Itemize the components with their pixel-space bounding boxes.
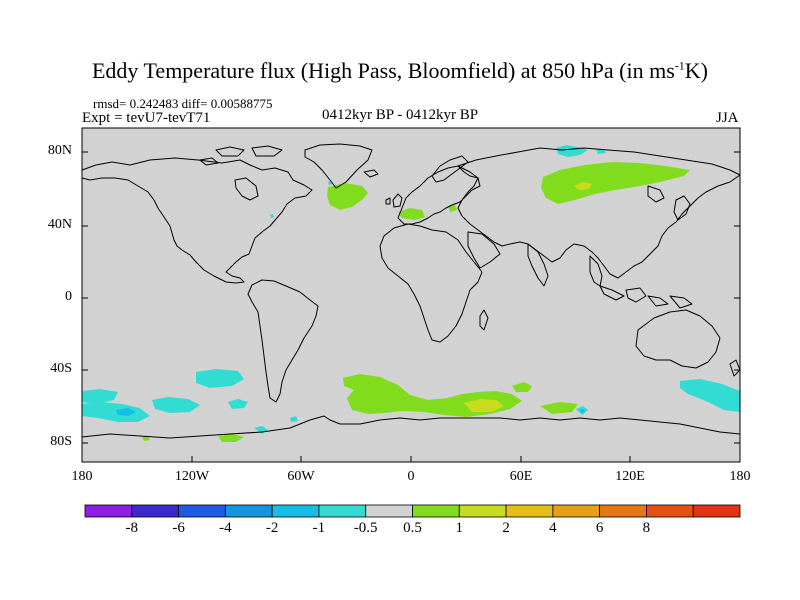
title-tail: K) [684,58,708,83]
colorbar [84,504,741,518]
colorbar-label: 8 [642,520,651,536]
y-tick-label: 40N [47,217,72,232]
x-tick-label: 0 [407,469,415,484]
colorbar-swatch [692,504,741,518]
fill-south-pacific-4 [152,397,200,413]
coast-asia [457,147,741,279]
fill-antarctic-1 [218,434,244,442]
coast-arabia [467,231,501,269]
colorbar-swatch [552,504,601,518]
coast-hudson [234,177,259,201]
colorbar-swatch [646,504,694,518]
chart-title: Eddy Temperature flux (High Pass, Bloomf… [0,58,800,84]
x-tick-label: 180 [71,469,93,484]
fill-south-pacific-3 [116,408,136,416]
colorbar-swatch [84,504,133,518]
season-label: JJA [716,110,739,126]
coast-south-america [247,279,319,403]
title-main: Eddy Temperature flux (High Pass, Bloomf… [91,58,675,83]
fill-south-pacific-1 [82,389,118,404]
colorbar-swatch [131,504,179,518]
coast-north-america [81,157,313,284]
coast-africa [379,223,483,343]
period-label: 0412kyr BP - 0412kyr BP [322,107,479,123]
fill-cyan-speck-2 [270,214,274,218]
coast-madagascar [479,309,489,331]
stats-text: rmsd= 0.242483 diff= 0.00588775 [93,96,273,111]
fill-south-indian-cyan-core [580,409,585,413]
fill-siberia-core [574,182,592,190]
colorbar-label: 1 [455,520,464,536]
colorbar-label: 0.5 [403,520,422,536]
colorbar-swatch [271,504,320,518]
fill-south-pacific-6 [228,399,248,409]
colorbar-label: -0.5 [353,520,378,536]
axis-ticks [82,151,740,462]
x-tick-label: 60E [509,469,533,484]
colorbar-label: -2 [265,520,279,536]
fill-central-europe [448,205,457,212]
colorbar-swatch [412,504,460,518]
coast-greenland [304,143,373,189]
fill-south-indian-core [464,399,504,412]
fill-south-indian-east [512,382,532,392]
x-tick-label: 180 [729,469,751,484]
y-tick-label: 80S [50,434,72,449]
colorbar-swatch [458,504,507,518]
fill-arctic-cyan-2 [596,149,606,154]
coast-sea-east-asia [647,185,665,203]
y-tick-label: 40S [50,361,72,376]
colorbar-swatch [505,504,554,518]
colorbar-label: -4 [219,520,232,536]
x-tick-label: 60W [287,469,315,484]
x-tick-label: 120E [615,469,645,484]
fill-south-pacific-5 [196,369,244,388]
coast-scandinavia [431,155,469,183]
fill-siberia [541,162,690,204]
coast-antarctica [81,415,741,439]
x-tick-label: 120W [174,469,210,484]
fill-europe [398,208,425,220]
fill-australia-south [680,379,740,412]
fill-south-indian-east-2 [540,402,578,414]
fill-antarctic-2 [142,436,150,441]
colorbar-swatch [224,504,273,518]
colorbar-swatch [365,504,413,518]
y-tick-label: 0 [65,289,72,304]
coast-uk [385,193,403,208]
colorbar-label: 4 [549,520,557,536]
colorbar-label: -1 [312,520,326,536]
colorbar-swatch [318,504,367,518]
coast-iceland [363,169,379,178]
fill-south-pacific-8 [290,416,298,422]
coast-india [527,243,549,287]
coast-europe [397,165,481,225]
coast-indonesia [599,285,693,309]
colorbar-label: -6 [172,520,185,536]
colorbar-swatch [178,504,226,518]
coast-australia [635,309,721,369]
colorbar-swatch [599,504,647,518]
fill-south-pacific-2 [82,402,150,422]
y-tick-label: 80N [47,143,72,158]
colorbar-label: 2 [502,520,510,536]
anomaly-fills [82,145,740,442]
experiment-label: Expt = tevU7-tevT71 [82,110,211,126]
fill-north-atlantic [327,183,368,210]
coast-seasia [589,255,603,287]
coast-arctic-islands [199,145,283,166]
coast-japan [673,195,691,221]
colorbar-label: 6 [595,520,604,536]
title-superscript: -1 [674,58,685,73]
colorbar-label: -8 [125,520,139,536]
coastlines [81,143,741,439]
